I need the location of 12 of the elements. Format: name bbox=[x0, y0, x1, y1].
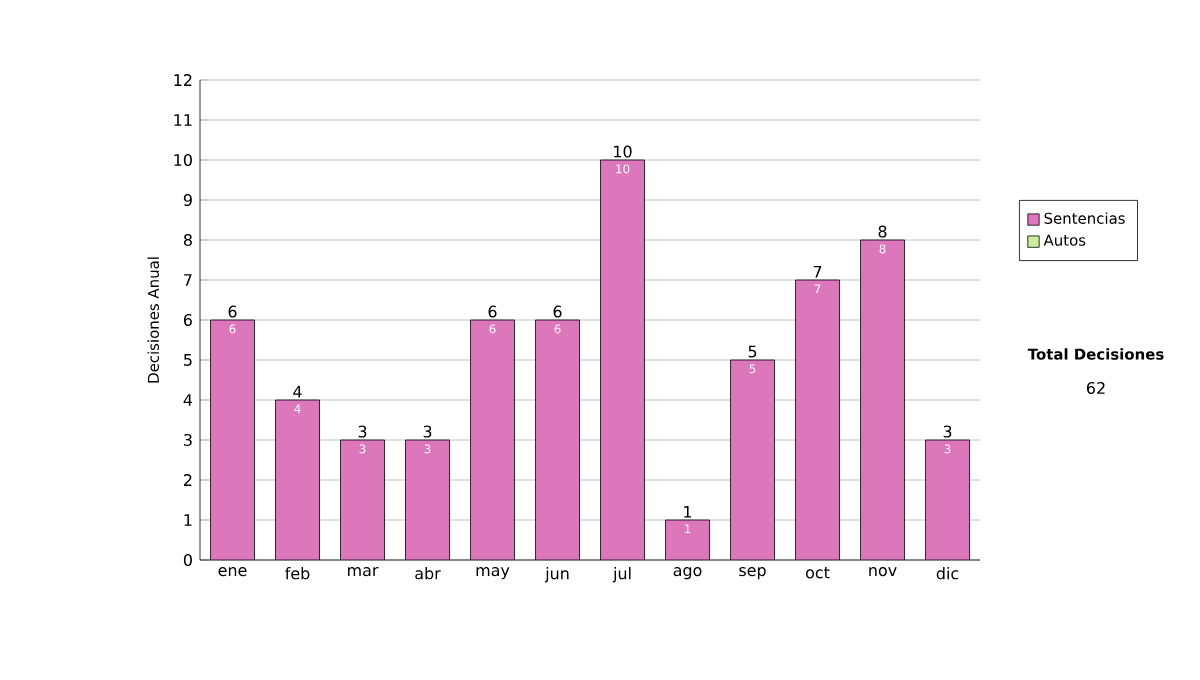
bar bbox=[665, 520, 710, 560]
bar bbox=[600, 160, 645, 560]
bar bbox=[210, 320, 255, 560]
bar bbox=[470, 320, 515, 560]
bar bbox=[925, 439, 970, 560]
bar bbox=[340, 440, 385, 560]
bar bbox=[405, 440, 450, 560]
bar bbox=[275, 400, 320, 560]
bar bbox=[795, 280, 840, 560]
bar bbox=[730, 360, 775, 560]
bar bbox=[860, 240, 905, 560]
bar bbox=[535, 320, 580, 560]
